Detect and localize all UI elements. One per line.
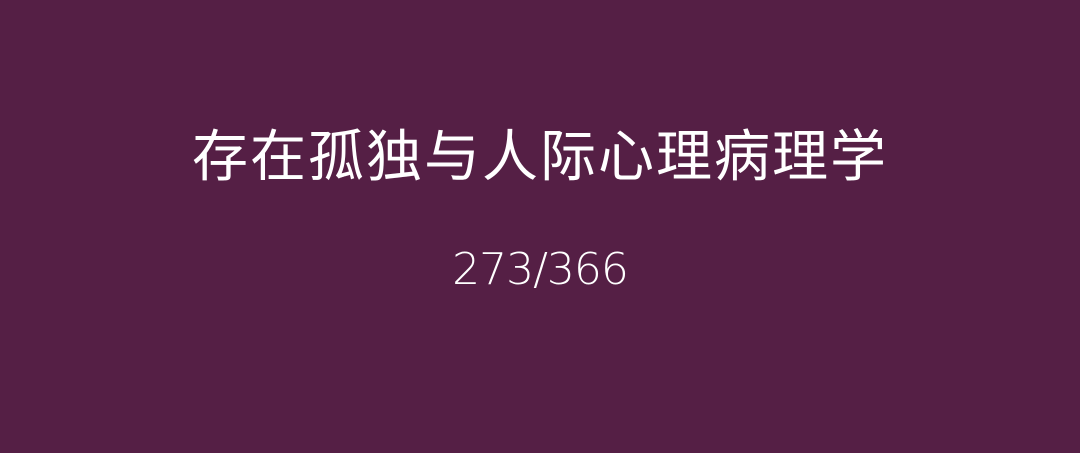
page-title: 存在孤独与人际心理病理学 — [192, 125, 888, 190]
page-counter: 273/366 — [452, 244, 629, 295]
